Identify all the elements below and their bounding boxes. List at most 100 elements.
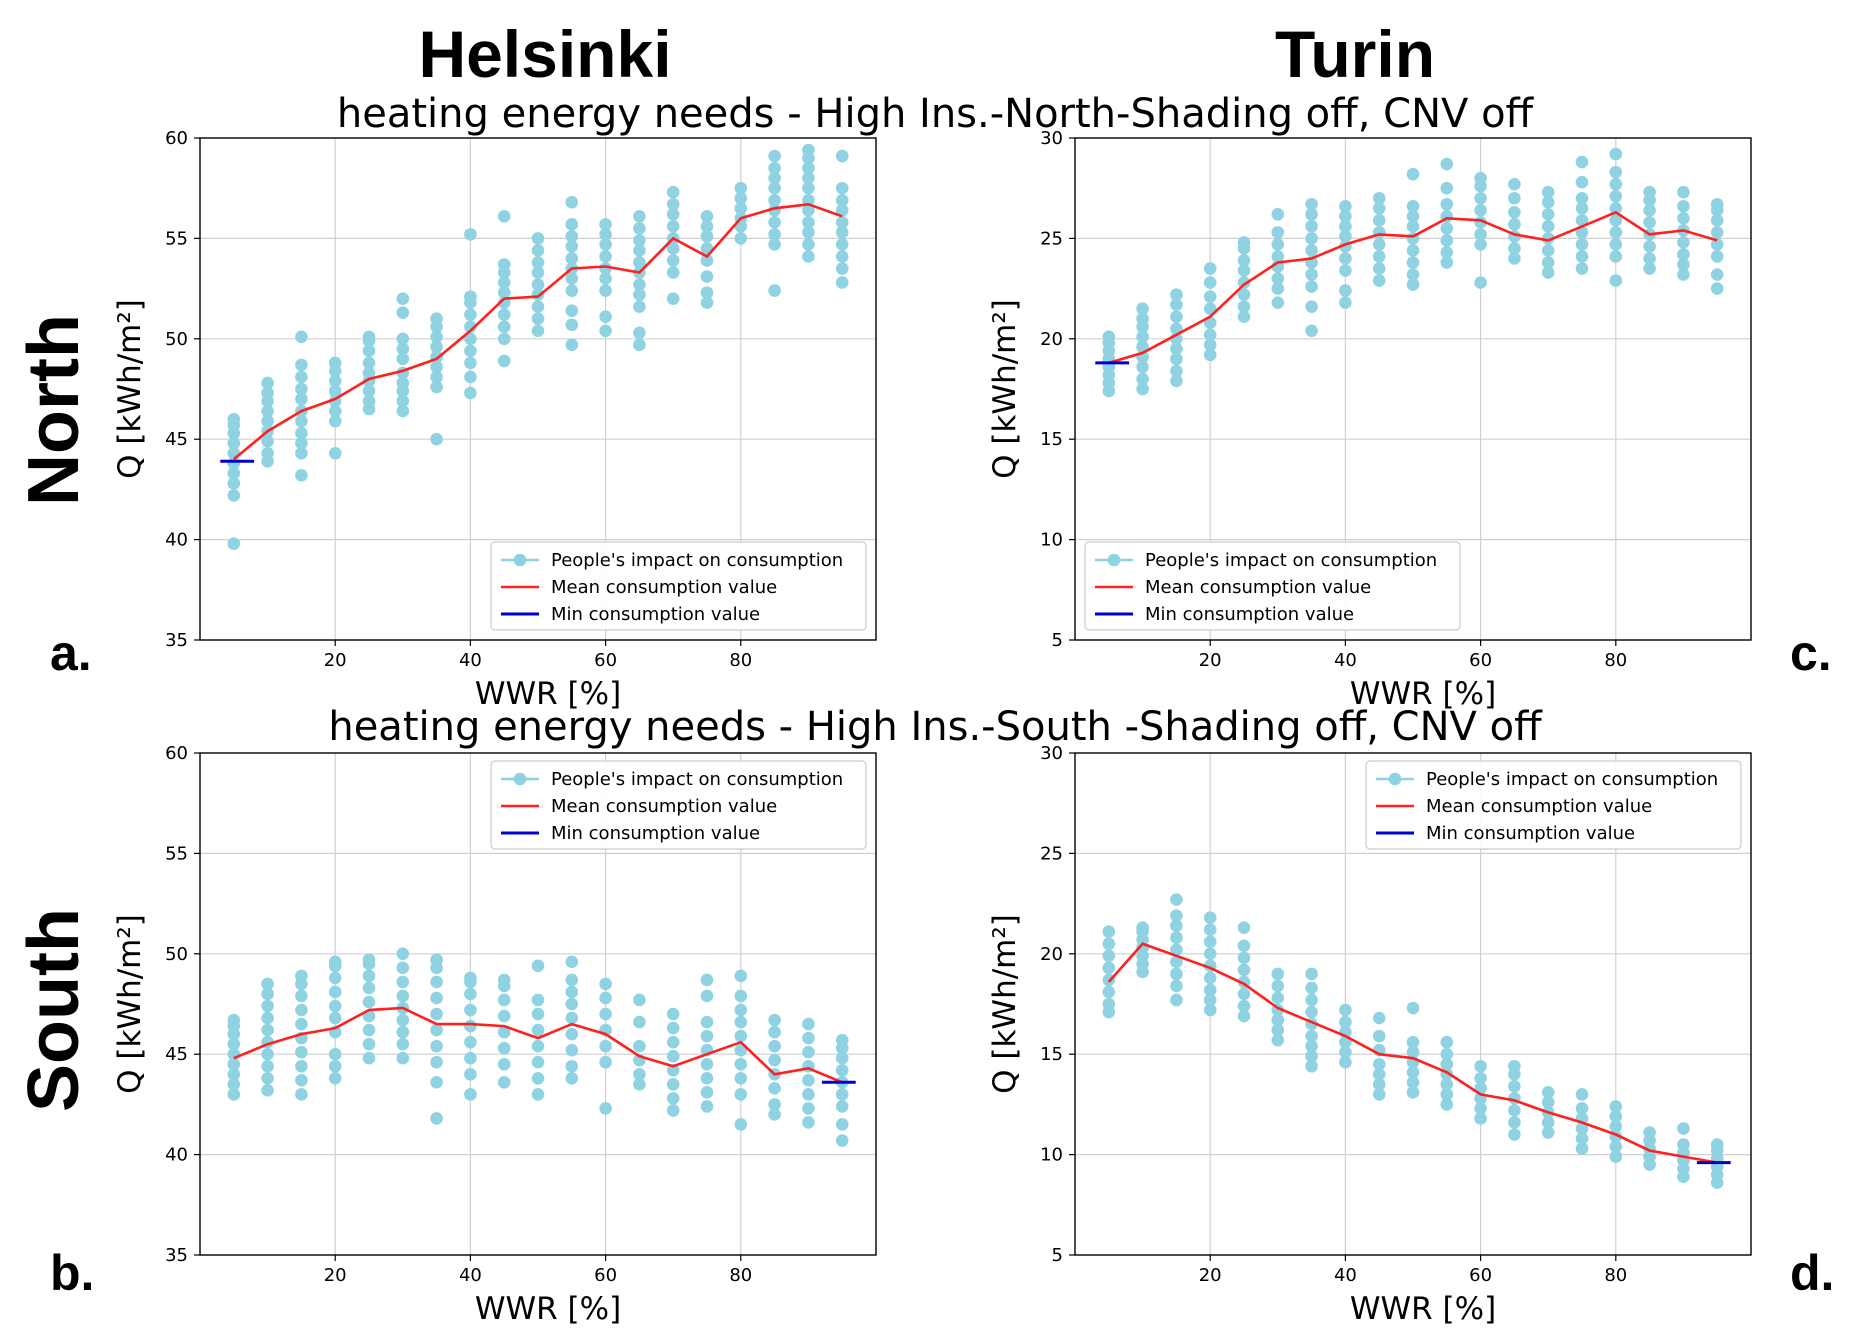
scatter-point bbox=[1170, 919, 1183, 932]
scatter-point bbox=[1102, 997, 1116, 1011]
scatter-point bbox=[1372, 1088, 1386, 1101]
scatter-point bbox=[1203, 290, 1217, 303]
scatter-point bbox=[802, 238, 815, 251]
x-tick-label: 80 bbox=[729, 650, 752, 671]
scatter-point bbox=[1474, 1102, 1487, 1115]
scatter-point bbox=[1474, 228, 1487, 241]
y-tick-label: 20 bbox=[1040, 944, 1063, 965]
scatter-point bbox=[430, 1112, 443, 1125]
scatter-point bbox=[666, 242, 680, 255]
scatter-point bbox=[464, 290, 477, 303]
scatter-point bbox=[835, 1100, 849, 1113]
scatter-point bbox=[633, 210, 646, 223]
scatter-point bbox=[430, 975, 443, 989]
scatter-point bbox=[666, 208, 680, 221]
scatter-point bbox=[1339, 230, 1352, 243]
scatter-point bbox=[835, 226, 849, 239]
scatter-point bbox=[802, 143, 815, 157]
scatter-point bbox=[396, 1025, 410, 1039]
scatter-point bbox=[734, 1043, 748, 1057]
scatter-point bbox=[565, 195, 579, 209]
y-tick-label: 10 bbox=[1040, 1145, 1063, 1166]
scatter-point bbox=[1203, 947, 1217, 961]
legend-label: Min consumption value bbox=[1426, 823, 1635, 844]
scatter-point bbox=[802, 181, 815, 195]
scatter-point bbox=[464, 1051, 477, 1065]
legend-label: People's impact on consumption bbox=[1145, 550, 1437, 571]
chart-panel-d: 20 40 60 80 5 10 15 20 25 30 WWR [%] Q [kWh/m²] Peop… bbox=[987, 743, 1752, 1327]
scatter-point bbox=[599, 324, 612, 338]
scatter-point bbox=[1136, 360, 1149, 374]
scatter-point bbox=[362, 969, 376, 983]
scatter-point bbox=[1406, 1045, 1420, 1059]
scatter-point bbox=[1575, 226, 1589, 239]
axes-frame bbox=[1074, 752, 1752, 1256]
scatter-point bbox=[1102, 961, 1116, 975]
scatter-point bbox=[362, 1023, 376, 1037]
scatter-point bbox=[1541, 1086, 1555, 1099]
scatter-point bbox=[362, 344, 376, 358]
scatter-point bbox=[734, 1003, 748, 1017]
scatter-point bbox=[700, 1029, 714, 1043]
scatter-point bbox=[1474, 1059, 1487, 1073]
scatter-point bbox=[328, 985, 342, 999]
scatter-point bbox=[1609, 1140, 1623, 1153]
scatter-point bbox=[1372, 201, 1386, 215]
scatter-point bbox=[1710, 214, 1724, 227]
scatter-point bbox=[295, 370, 308, 384]
scatter-point bbox=[295, 1017, 308, 1031]
scatter-point bbox=[1339, 1003, 1352, 1017]
scatter-point bbox=[1508, 177, 1521, 191]
y-tick-label: 55 bbox=[165, 228, 188, 249]
scatter-point bbox=[430, 312, 443, 326]
suptitle-north: heating energy needs - High Ins.-North-S… bbox=[337, 91, 1535, 137]
y-tick-label: 60 bbox=[165, 743, 188, 764]
scatter-point bbox=[599, 218, 612, 231]
scatter-point bbox=[1508, 242, 1521, 255]
scatter-point bbox=[531, 278, 545, 291]
panel-letter-a: a. bbox=[50, 625, 92, 681]
scatter-point bbox=[497, 308, 511, 322]
scatter-point bbox=[497, 1009, 511, 1023]
legend-box bbox=[490, 541, 867, 631]
scatter-point bbox=[497, 993, 511, 1007]
scatter-point bbox=[1339, 296, 1352, 309]
scatter-point bbox=[1305, 1005, 1318, 1019]
legend-swatch-scatter bbox=[513, 772, 527, 786]
scatter-point bbox=[565, 252, 579, 265]
scatter-point bbox=[1203, 935, 1217, 949]
scatter-point bbox=[802, 226, 815, 239]
scatter-point bbox=[1136, 921, 1149, 934]
scatter-point bbox=[396, 376, 410, 390]
scatter-point bbox=[1643, 216, 1656, 229]
scatter-point bbox=[396, 961, 410, 975]
scatter-point bbox=[295, 969, 308, 983]
legend-label: People's impact on consumption bbox=[551, 550, 843, 571]
scatter-point bbox=[1305, 1049, 1318, 1063]
scatter-point bbox=[1609, 165, 1623, 179]
scatter-point bbox=[633, 234, 646, 247]
scatter-point bbox=[1203, 983, 1217, 997]
y-axis-label: Q [kWh/m²] bbox=[112, 299, 148, 479]
y-tick-label: 35 bbox=[165, 630, 188, 651]
scatter-point bbox=[1372, 191, 1386, 205]
scatter-point bbox=[565, 218, 579, 231]
scatter-point bbox=[1170, 364, 1183, 378]
scatter-point bbox=[328, 384, 342, 398]
scatter-point bbox=[362, 1051, 376, 1065]
scatter-point bbox=[328, 356, 342, 370]
scatter-point bbox=[1440, 181, 1454, 195]
scatter-point bbox=[1541, 208, 1555, 221]
axes-frame bbox=[1074, 137, 1752, 641]
scatter-point bbox=[1575, 1122, 1589, 1135]
scatter-point bbox=[261, 1023, 274, 1037]
scatter-point bbox=[227, 1078, 241, 1091]
scatter-point bbox=[768, 171, 781, 185]
axes-frame bbox=[199, 137, 877, 641]
scatter-point bbox=[1609, 214, 1623, 227]
panel-letter-b: b. bbox=[50, 1245, 94, 1301]
scatter-point bbox=[1170, 893, 1183, 906]
scatter-point bbox=[464, 356, 477, 370]
scatter-point bbox=[531, 1023, 545, 1037]
scatter-point bbox=[362, 953, 376, 967]
